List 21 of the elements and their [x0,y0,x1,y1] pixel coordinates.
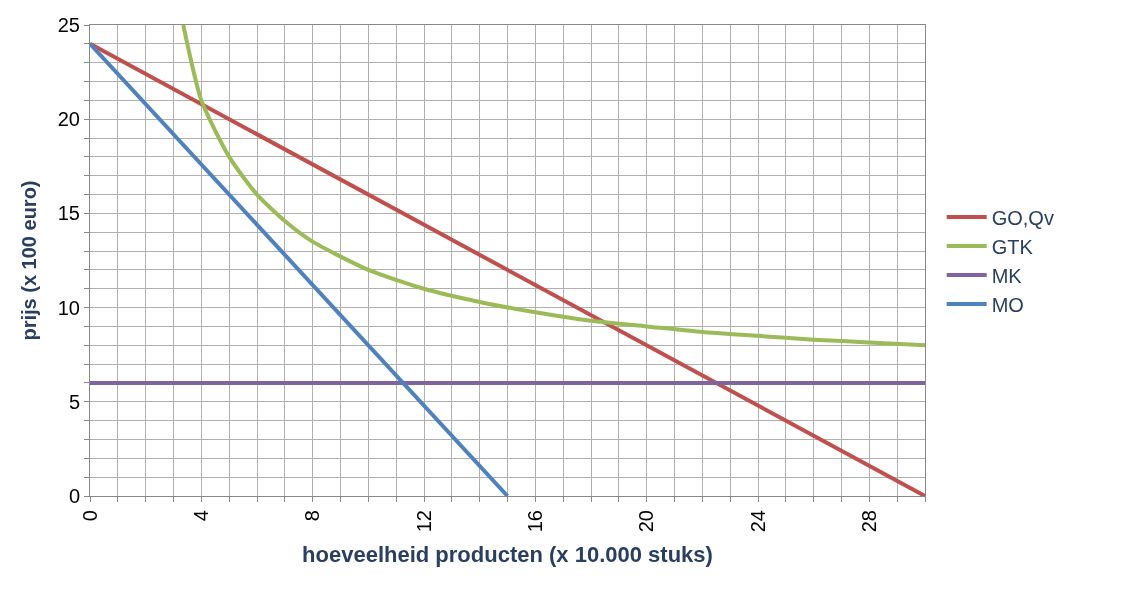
x-tick-label: 4 [189,510,212,522]
x-tick-label: 24 [746,510,769,533]
line-series [181,25,925,348]
y-tick-label: 0 [68,485,80,507]
y-tick-label: 15 [57,202,80,225]
x-tick-label: 28 [857,510,880,533]
x-tick-label: 0 [78,510,101,522]
legend-label: MO [991,293,1024,316]
x-axis-title: hoeveelheid producten (x 10.000 stuks) [302,542,713,568]
y-tick-label: 10 [57,296,80,319]
y-axis-title: prijs (x 100 euro) [18,180,41,341]
x-tick-label: 8 [301,510,324,522]
x-tick-label: 16 [523,510,546,533]
x-tick-label: 12 [412,510,435,533]
legend-label: GO,Qv [991,206,1054,229]
y-tick-label: 5 [68,390,80,413]
y-tick-label: 25 [57,14,80,36]
x-tick-label: 20 [635,510,658,533]
legend-label: MK [991,264,1023,287]
legend-label: GTK [991,235,1034,258]
y-tick-label: 20 [57,108,80,131]
